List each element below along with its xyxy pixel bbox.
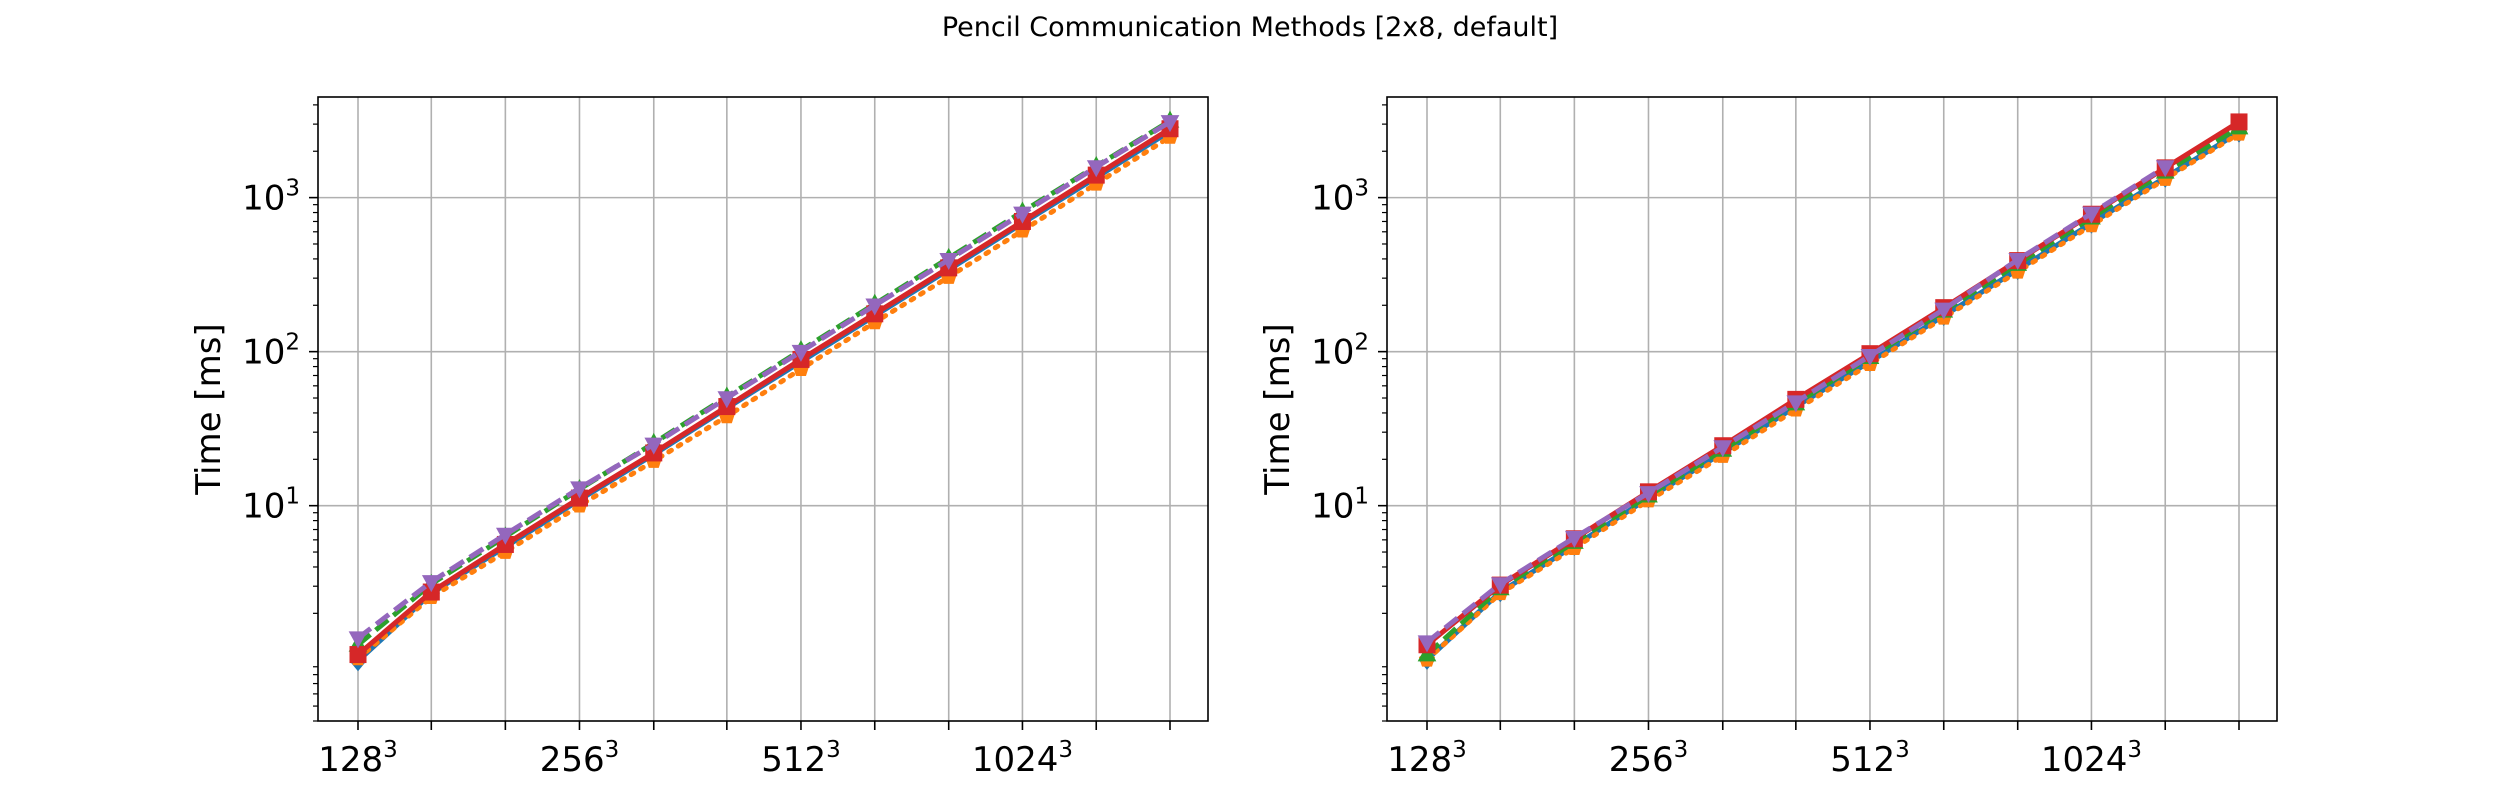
- y-axis-label: Time [ms]: [1258, 323, 1298, 495]
- x-tick-label: 5123: [761, 737, 841, 780]
- series-line: [1425, 130, 2241, 662]
- y-tick-label: 102: [242, 330, 300, 373]
- data-point: [348, 631, 368, 649]
- data-point: [2008, 252, 2028, 270]
- data-point: [717, 391, 737, 409]
- series-5: [348, 115, 1180, 649]
- data-point: [1013, 206, 1032, 224]
- data-point: [1417, 635, 1437, 653]
- data-point: [865, 298, 885, 316]
- data-point: [1713, 440, 1733, 458]
- y-tick-label: 101: [1311, 484, 1369, 527]
- data-point: [2155, 160, 2175, 178]
- series-2: [349, 128, 1179, 666]
- y-axis-label: Time [ms]: [189, 323, 229, 495]
- plot-frame: [1386, 96, 2278, 722]
- x-tick-label: 10243: [972, 737, 1073, 780]
- data-point: [1934, 302, 1954, 320]
- data-point: [421, 575, 441, 593]
- x-tick-label: 2563: [540, 737, 620, 780]
- data-point: [1565, 530, 1584, 548]
- data-point: [791, 344, 811, 362]
- chart-panel-1: 1283 2563 5123 10243 101 102 103 Time [ms]: [189, 96, 1209, 780]
- series-line: [356, 129, 1172, 663]
- x-tick-label: 1283: [1387, 737, 1467, 780]
- data-point: [2230, 113, 2248, 131]
- x-tick-label: 1283: [318, 737, 398, 780]
- series-line: [1424, 131, 2242, 663]
- data-point: [496, 527, 515, 545]
- data-point: [1786, 395, 1806, 413]
- y-tick-label: 101: [242, 484, 300, 527]
- chart-panel-2: 1283 2563 5123 10243 101 102 103 Time [ms]: [1258, 96, 2278, 780]
- series-3: [1417, 117, 2249, 662]
- x-tick-label: 2563: [1609, 737, 1689, 780]
- data-point: [1160, 115, 1180, 133]
- data-point: [570, 481, 589, 499]
- series-1: [1418, 122, 2248, 670]
- plot-frame: [317, 96, 1209, 722]
- data-point: [1490, 577, 1510, 595]
- series-5: [1417, 160, 2175, 653]
- data-point: [1639, 486, 1658, 504]
- series-line: [356, 119, 1172, 641]
- y-tick-label: 103: [1311, 176, 1369, 219]
- data-point: [1086, 160, 1106, 178]
- data-point: [939, 252, 959, 270]
- y-tick-label: 103: [242, 176, 300, 219]
- data-point: [2082, 206, 2101, 224]
- series-line: [355, 134, 1173, 661]
- x-tick-label: 5123: [1830, 737, 1910, 780]
- figure-title: Pencil Communication Methods [2x8, defau…: [941, 12, 1559, 43]
- data-point: [349, 646, 367, 664]
- series-line: [356, 126, 1172, 657]
- y-tick-label: 102: [1311, 330, 1369, 373]
- data-point: [644, 437, 664, 455]
- x-tick-label: 10243: [2041, 737, 2142, 780]
- data-point: [1860, 348, 1880, 366]
